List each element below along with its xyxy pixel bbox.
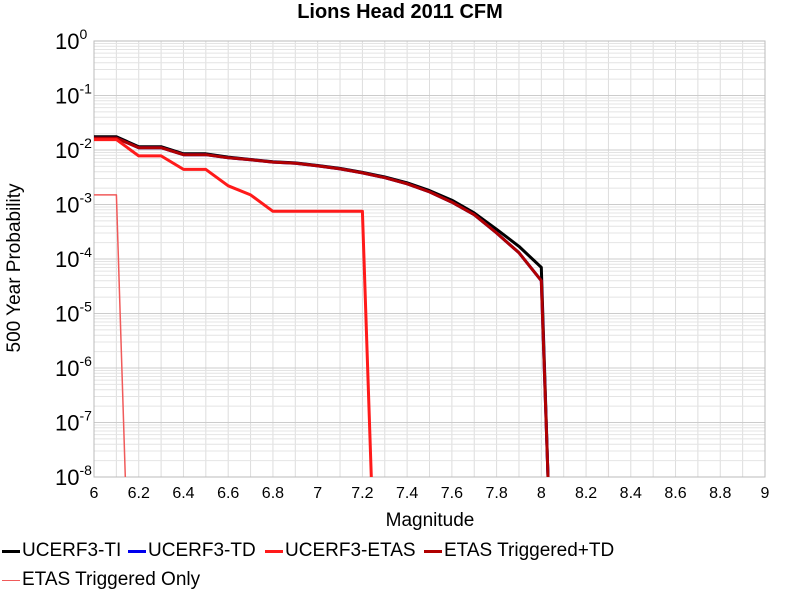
x-tick-label: 6.4 [172, 485, 194, 502]
legend-swatch [424, 549, 442, 553]
x-tick-label: 6.6 [217, 485, 239, 502]
legend-label: UCERF3-TI [22, 540, 122, 561]
y-tick-label: 10-4 [55, 244, 92, 272]
legend-item-ucerf3-td: UCERF3-TD [128, 540, 256, 562]
y-tick-label: 10-5 [55, 299, 92, 327]
y-tick-label: 10-6 [55, 353, 92, 381]
x-tick-label: 9 [761, 485, 770, 502]
series-line-ucerf3-td [94, 136, 550, 478]
x-tick-label: 7.2 [351, 485, 373, 502]
x-tick-label: 8.2 [575, 485, 597, 502]
x-tick-label: 8.4 [620, 485, 642, 502]
y-tick-labels: 100 10-1 10-2 10-3 10-4 10-5 10-6 10-7 10-8 [55, 26, 92, 490]
legend-label: UCERF3-ETAS [285, 540, 416, 561]
y-tick-label: 10-8 [55, 462, 92, 490]
legend: UCERF3-TI UCERF3-TD UCERF3-ETAS ETAS Tri… [0, 536, 800, 600]
y-tick-label: 10-2 [55, 135, 92, 163]
legend-swatch [265, 549, 283, 553]
legend-label: UCERF3-TD [148, 540, 256, 561]
legend-swatch [2, 549, 20, 553]
x-tick-label: 8 [537, 485, 546, 502]
x-tick-label: 6.8 [262, 485, 284, 502]
x-axis-label: Magnitude [386, 510, 475, 531]
y-tick-label: 100 [55, 26, 87, 54]
x-tick-label: 7 [313, 485, 322, 502]
grid [93, 41, 766, 478]
x-tick-label: 8.8 [709, 485, 731, 502]
series-line-ucerf3-etas [94, 138, 373, 478]
series-layer [94, 135, 550, 478]
y-tick-label: 10-3 [55, 190, 92, 218]
y-tick-label: 10-1 [55, 81, 92, 109]
plot-area-border [93, 40, 766, 478]
legend-swatch [128, 549, 146, 553]
legend-item-etas-triggered-td: ETAS Triggered+TD [424, 540, 614, 562]
legend-label: ETAS Triggered+TD [444, 540, 615, 561]
legend-item-etas-triggered-only: ETAS Triggered Only [2, 569, 200, 591]
chart-title: Lions Head 2011 CFM [297, 1, 503, 23]
legend-swatch [2, 579, 20, 581]
x-tick-label: 7.6 [441, 485, 463, 502]
x-tick-label: 8.6 [664, 485, 686, 502]
legend-item-ucerf3-ti: UCERF3-TI [2, 540, 121, 562]
x-tick-labels: 6 6.2 6.4 6.6 6.8 7 7.2 7.4 7.6 7.8 8 8.2 8.4 8.6 8.8 9 [90, 485, 770, 502]
y-tick-label: 10-7 [55, 408, 92, 436]
x-tick-label: 7.4 [396, 485, 418, 502]
x-tick-label: 6 [90, 485, 99, 502]
legend-label: ETAS Triggered Only [22, 569, 201, 590]
legend-item-ucerf3-etas: UCERF3-ETAS [265, 540, 416, 562]
x-tick-label: 6.2 [128, 485, 150, 502]
series-line-etas-triggered-td [94, 136, 550, 478]
y-axis-label: 500 Year Probability [4, 183, 25, 353]
series-line-etas-triggered-only [94, 194, 127, 478]
x-tick-label: 7.8 [485, 485, 507, 502]
